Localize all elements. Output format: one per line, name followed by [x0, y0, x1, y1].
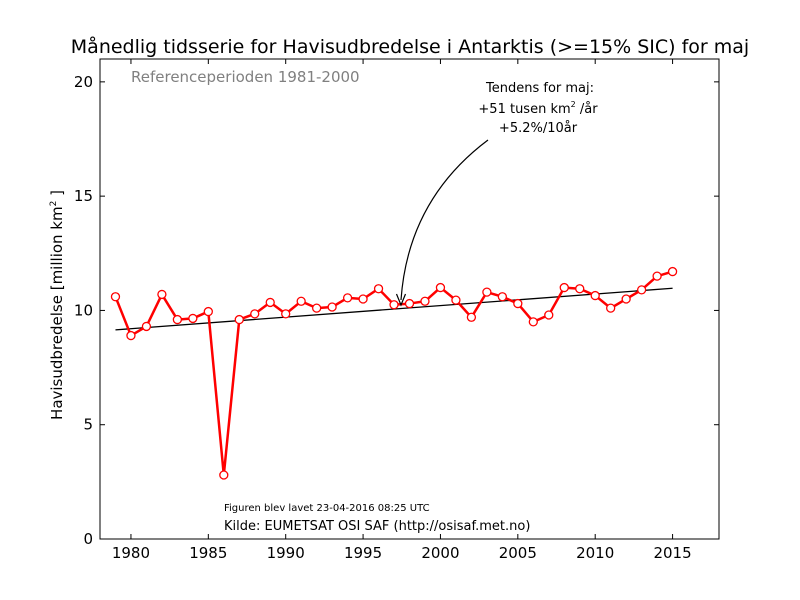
data-point [466, 312, 477, 322]
y-axis-label-text: Havisudbredelse [million km [48, 206, 66, 420]
data-point [110, 292, 121, 302]
data-point [667, 266, 678, 277]
data-point [342, 293, 353, 303]
y-tick-label: 20 [74, 73, 93, 91]
data-point [265, 297, 275, 308]
plot-frame [99, 58, 720, 540]
trend-annotation-line1: Tendens for maj: [485, 81, 594, 96]
chart-title: Månedlig tidsserie for Havisudbredelse i… [71, 35, 749, 58]
source-credit: Kilde: EUMETSAT OSI SAF (http://osisaf.m… [224, 519, 530, 534]
x-tick-label: 2000 [421, 544, 459, 562]
data-point [188, 313, 198, 324]
data-point [528, 317, 538, 327]
data-point [513, 298, 523, 309]
y-tick-label: 10 [74, 301, 93, 319]
data-point [311, 303, 322, 313]
data-point [636, 285, 647, 295]
x-tick-label: 1990 [267, 544, 305, 562]
annotation-arrowhead [395, 293, 407, 307]
y-tick-label: 5 [83, 416, 93, 434]
x-tick-label: 2005 [499, 544, 537, 562]
data-point [497, 292, 508, 302]
x-tick-label: 2015 [653, 544, 691, 562]
data-point [234, 314, 244, 325]
data-point [621, 294, 631, 304]
data-point [157, 289, 167, 300]
data-point [606, 303, 616, 313]
data-point [420, 296, 430, 306]
data-point [250, 309, 260, 319]
data-point [590, 290, 600, 301]
data-point [404, 298, 415, 309]
data-point [281, 309, 291, 319]
data-point [327, 302, 337, 312]
data-point [219, 470, 229, 480]
data-point [141, 321, 152, 332]
y-tick-label: 0 [83, 530, 93, 548]
trend-annotation: Tendens for maj: +51 tusen km2 /år +5.2%… [395, 81, 598, 307]
x-tick-label: 1980 [112, 544, 150, 562]
data-point [451, 295, 461, 305]
data-point [358, 294, 368, 304]
data-point [389, 300, 399, 310]
trend-annotation-line3: +5.2%/10år [499, 121, 578, 136]
x-tick-label: 1995 [344, 544, 382, 562]
data-point [126, 330, 136, 341]
data-series [110, 266, 678, 480]
axis-ticks: 1980 1985 1990 1995 2000 2005 2010 2015 0 5 10 15 20 [74, 59, 719, 562]
annotation-arrow [400, 139, 489, 301]
data-point [652, 271, 662, 281]
data-point [482, 287, 492, 297]
x-tick-label: 2010 [576, 544, 614, 562]
data-point [435, 282, 446, 293]
data-point [373, 284, 384, 294]
data-point [544, 310, 554, 320]
y-tick-label: 15 [74, 187, 93, 205]
data-point [296, 296, 306, 306]
trend-annotation-line2: +51 tusen km2 /år [478, 100, 598, 117]
data-point [559, 282, 569, 293]
trend-unit-superscript: 2 [571, 100, 576, 109]
data-point [203, 306, 213, 317]
reference-period-label: Referenceperioden 1981-2000 [131, 68, 360, 86]
data-point [575, 284, 585, 294]
trend-unit-end: /år [576, 102, 598, 117]
created-timestamp: Figuren blev lavet 23-04-2016 08:25 UTC [224, 503, 430, 514]
x-tick-label: 1985 [189, 544, 227, 562]
y-axis-label: Havisudbredelse [million km2 ] [48, 190, 66, 420]
y-axis-label-superscript: 2 [49, 201, 59, 207]
trend-value-text: +51 tusen km [478, 102, 570, 117]
y-axis-label-end: ] [48, 190, 66, 201]
data-point [172, 314, 183, 325]
